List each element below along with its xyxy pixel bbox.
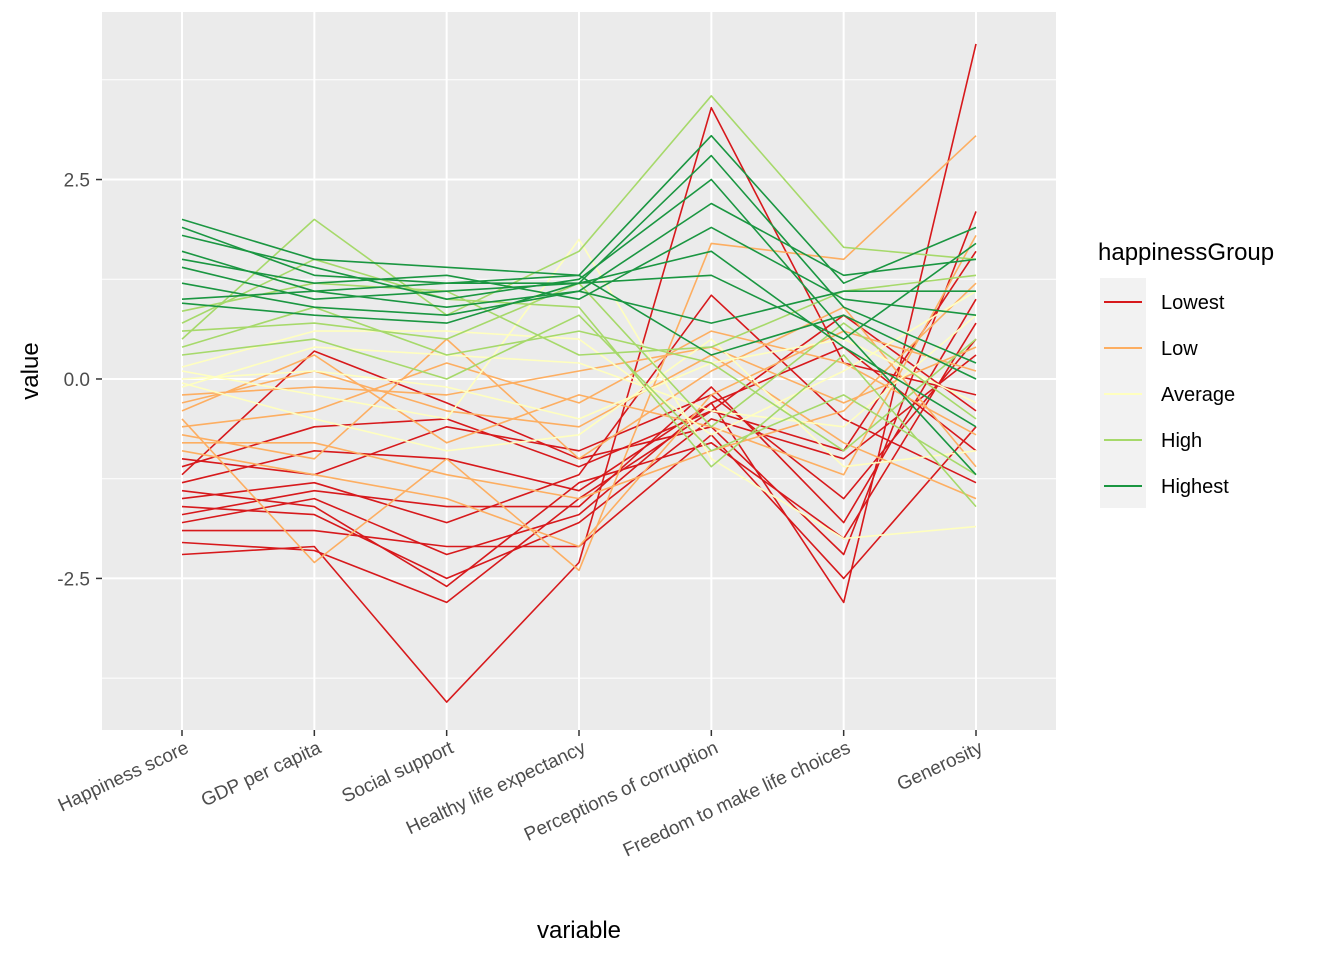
x-tick-label: Generosity bbox=[894, 737, 987, 795]
series-line-lowest bbox=[181, 43, 977, 604]
x-tick-label: Happiness score bbox=[55, 737, 192, 816]
series-line-lowest bbox=[181, 298, 977, 524]
series-line-highest bbox=[181, 274, 977, 380]
series-line-low bbox=[181, 235, 977, 476]
series-line-low bbox=[182, 282, 977, 500]
series-line-lowest bbox=[181, 294, 977, 524]
series-line-average bbox=[181, 314, 977, 428]
series-lines bbox=[181, 43, 977, 703]
series-line-low bbox=[181, 346, 977, 404]
y-tick-label: 0.0 bbox=[64, 370, 90, 391]
series-line-highest bbox=[181, 226, 977, 316]
series-line-average bbox=[181, 238, 977, 540]
x-tick-label: Social support bbox=[339, 737, 458, 807]
y-tick-label: -2.5 bbox=[57, 569, 90, 590]
series-line-average bbox=[181, 290, 977, 436]
series-line-lowest bbox=[181, 354, 977, 580]
series-line-highest bbox=[181, 242, 977, 340]
x-axis-ticks: Happiness score GDP per capita Social supp… bbox=[55, 730, 987, 861]
series-line-highest bbox=[181, 282, 976, 324]
y-tick-label: 2.5 bbox=[64, 171, 90, 192]
legend-label-high: High bbox=[1161, 430, 1202, 452]
legend-label-average: Average bbox=[1161, 384, 1235, 406]
x-tick-label: GDP per capita bbox=[198, 737, 325, 811]
legend-label-low: Low bbox=[1161, 338, 1198, 360]
series-line-low bbox=[181, 135, 977, 572]
legend: happinessGroup Lowest Low Average High Highe… bbox=[1098, 239, 1274, 508]
y-axis-ticks: -2.5 0.0 2.5 bbox=[57, 171, 102, 590]
series-line-high bbox=[181, 314, 977, 476]
legend-label-highest: Highest bbox=[1161, 476, 1229, 498]
series-line-high bbox=[181, 95, 977, 340]
legend-label-lowest: Lowest bbox=[1161, 292, 1225, 314]
series-line-highest bbox=[181, 178, 977, 476]
legend-title: happinessGroup bbox=[1098, 239, 1274, 266]
series-line-low bbox=[181, 330, 977, 436]
series-line-average bbox=[181, 338, 977, 468]
x-axis-title: variable bbox=[537, 917, 621, 944]
y-axis-title: value bbox=[17, 342, 44, 399]
x-tick-label: Freedom to make life choices bbox=[620, 737, 854, 861]
